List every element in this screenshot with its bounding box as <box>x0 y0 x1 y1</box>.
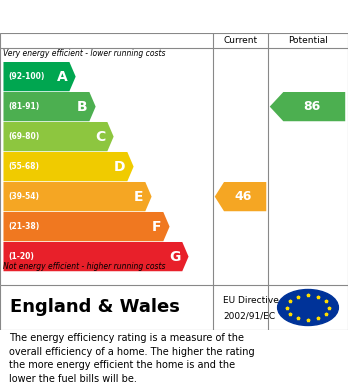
Text: Potential: Potential <box>288 36 328 45</box>
Text: Very energy efficient - lower running costs: Very energy efficient - lower running co… <box>3 49 166 58</box>
Text: C: C <box>95 130 106 143</box>
Text: The energy efficiency rating is a measure of the
overall efficiency of a home. T: The energy efficiency rating is a measur… <box>9 333 254 384</box>
Polygon shape <box>3 212 169 241</box>
Text: 2002/91/EC: 2002/91/EC <box>223 311 276 320</box>
Text: Not energy efficient - higher running costs: Not energy efficient - higher running co… <box>3 262 166 271</box>
Polygon shape <box>3 62 76 91</box>
Text: (81-91): (81-91) <box>9 102 40 111</box>
Text: D: D <box>114 160 126 174</box>
Polygon shape <box>3 242 189 271</box>
Text: Energy Efficiency Rating: Energy Efficiency Rating <box>10 9 220 24</box>
Text: F: F <box>152 220 161 233</box>
Polygon shape <box>3 92 96 121</box>
Polygon shape <box>3 182 152 211</box>
Text: G: G <box>169 249 181 264</box>
Polygon shape <box>3 152 134 181</box>
Text: (69-80): (69-80) <box>9 132 40 141</box>
Polygon shape <box>215 182 266 211</box>
Text: (92-100): (92-100) <box>9 72 45 81</box>
Text: (21-38): (21-38) <box>9 222 40 231</box>
Text: England & Wales: England & Wales <box>10 298 180 316</box>
Polygon shape <box>3 122 114 151</box>
Text: EU Directive: EU Directive <box>223 296 279 305</box>
Text: (1-20): (1-20) <box>9 252 34 261</box>
Text: Current: Current <box>223 36 258 45</box>
Text: (55-68): (55-68) <box>9 162 40 171</box>
Ellipse shape <box>278 289 338 325</box>
Polygon shape <box>270 92 345 121</box>
Text: 86: 86 <box>303 100 320 113</box>
Text: (39-54): (39-54) <box>9 192 40 201</box>
Text: B: B <box>77 100 88 114</box>
Text: A: A <box>57 70 68 84</box>
Text: 46: 46 <box>235 190 252 203</box>
Text: E: E <box>134 190 144 204</box>
